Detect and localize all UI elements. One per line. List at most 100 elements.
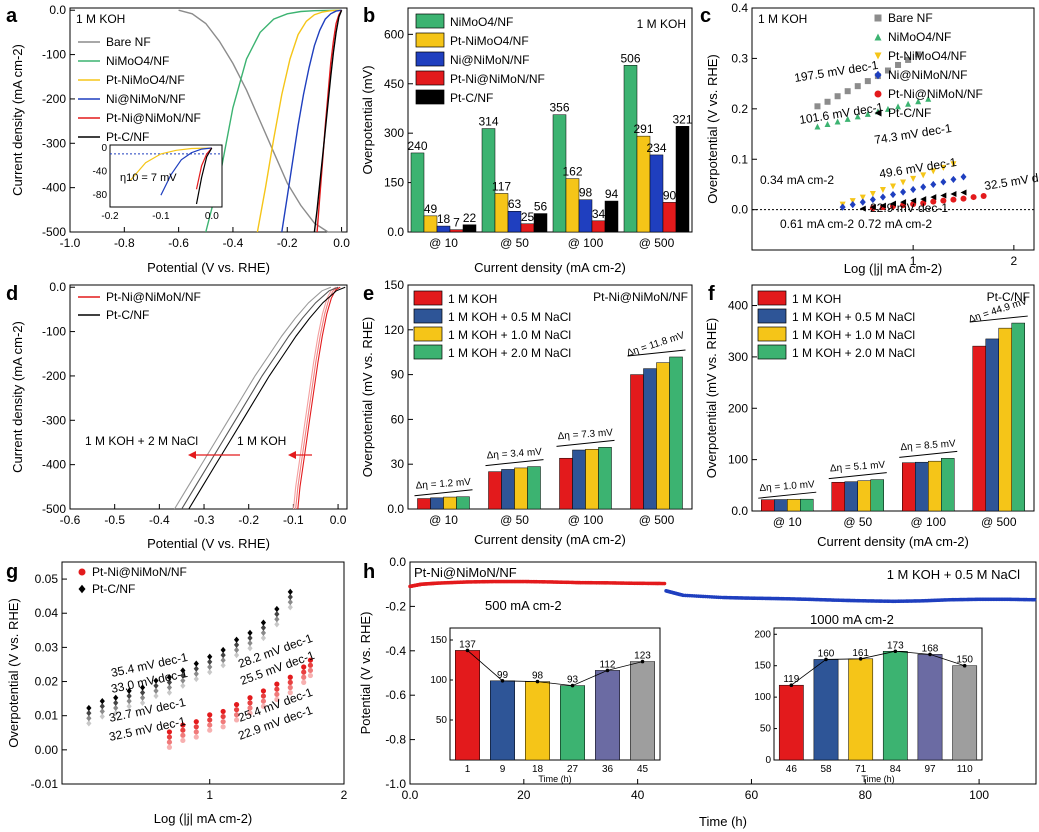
data-point [895,61,902,68]
bar-value-label: 49 [424,202,438,216]
x-tick-label: -0.4 [149,513,170,527]
y-tick-label: 0.04 [35,606,59,620]
x-tick-label: -0.6 [60,513,81,527]
legend-entry: NiMoO4/NF [888,30,951,44]
data-point [166,744,173,750]
data-point [874,90,882,98]
bar-value-label: 240 [407,139,427,153]
bar-value-label: 234 [646,141,666,155]
series-line-2 [256,9,342,233]
panel-letter: d [6,283,18,305]
data-point [220,646,226,654]
data-point [869,195,876,204]
bar [604,200,619,233]
data-point [126,698,132,705]
x-tick-label: 1 [206,788,213,802]
x-tick-label: @ 500 [639,513,675,527]
bar-value-label: 117 [492,179,511,193]
data-point [950,191,957,198]
bar [857,480,871,512]
data-point [874,52,882,60]
data-point [274,616,280,623]
x-tick-label: 1 [910,254,917,268]
x-axis-label: Potential (V vs. RHE) [147,536,270,551]
data-point [859,198,866,206]
data-point [950,161,957,168]
data-point [260,688,267,694]
inset-trend-point [928,652,932,657]
delta-label: Δη = 7.3 mV [557,427,613,442]
bar-value-label: 94 [605,187,619,201]
bar [649,154,664,233]
bar [462,224,477,233]
x-tick-label: 2 [1011,254,1018,268]
data-point [940,197,947,204]
series-line-0 [178,9,342,233]
legend-entry: Ni@NiMoN/NF [888,68,968,82]
bar-value-label: 7 [453,216,460,230]
panel-letter: g [6,561,18,583]
data-point [874,70,882,80]
inset-trend-point [962,663,967,668]
inset-bar [848,658,874,761]
legend-entry: Bare NF [106,35,151,49]
y-tick-label: -300 [42,136,66,150]
bar [578,199,593,233]
data-point [207,727,213,733]
data-point [1032,597,1037,602]
data-point [662,581,667,586]
inset-x-tick-label: 84 [890,764,902,775]
inset-trend-point [824,657,828,662]
data-point [126,687,132,695]
y-tick-label: 0.01 [35,709,59,723]
bar [449,229,464,233]
data-point [247,645,253,652]
inset-x-tick-label: 45 [637,764,649,775]
inset-bar-value: 137 [459,639,476,650]
legend-entry: 1 M KOH + 2.0 M NaCl [792,346,915,360]
data-point [247,710,253,716]
legend-swatch [413,326,443,342]
bar [643,368,657,510]
data-point [274,691,280,697]
legend-entry: 1 M KOH + 1.0 M NaCl [792,328,915,342]
y-tick-label: -500 [42,502,66,516]
inset-trend-line [467,650,643,687]
data-point [78,568,86,576]
data-point [139,689,146,696]
inset-y-tick-label: 100 [430,675,447,686]
data-point [940,192,947,199]
bar-value-label: 34 [592,207,606,221]
data-point [233,641,240,648]
legend-entry: Pt-Ni@NiMoN/NF [888,87,983,101]
bar [423,215,438,233]
bar [985,338,999,512]
data-point [940,164,947,171]
data-point [247,700,253,706]
x-tick-label: 0.0 [330,513,347,527]
delta-arrow [758,491,817,499]
legend-swatch [413,308,443,324]
data-point [287,679,293,685]
legend-swatch [415,89,445,105]
data-point [220,662,226,669]
y-tick-label: 0.0 [731,504,748,518]
data-point [193,724,199,730]
data-point [890,190,896,199]
data-point [153,687,159,695]
x-tick-label: @ 100 [910,515,946,529]
data-point [920,196,927,203]
inset-y-tick-label: 50 [760,724,772,735]
y-tick-label: 150 [384,176,404,190]
bar [915,461,929,512]
data-point [900,199,907,206]
data-point [247,639,253,647]
panel-g-frame [61,561,345,785]
y-tick-label: -0.01 [31,777,59,791]
data-point [99,713,105,720]
data-point [287,593,293,601]
y-tick-label: -400 [42,181,66,195]
slope-annotation: 49.6 mV dec-1 [878,155,958,181]
data-point [247,705,253,711]
bar [656,362,670,510]
